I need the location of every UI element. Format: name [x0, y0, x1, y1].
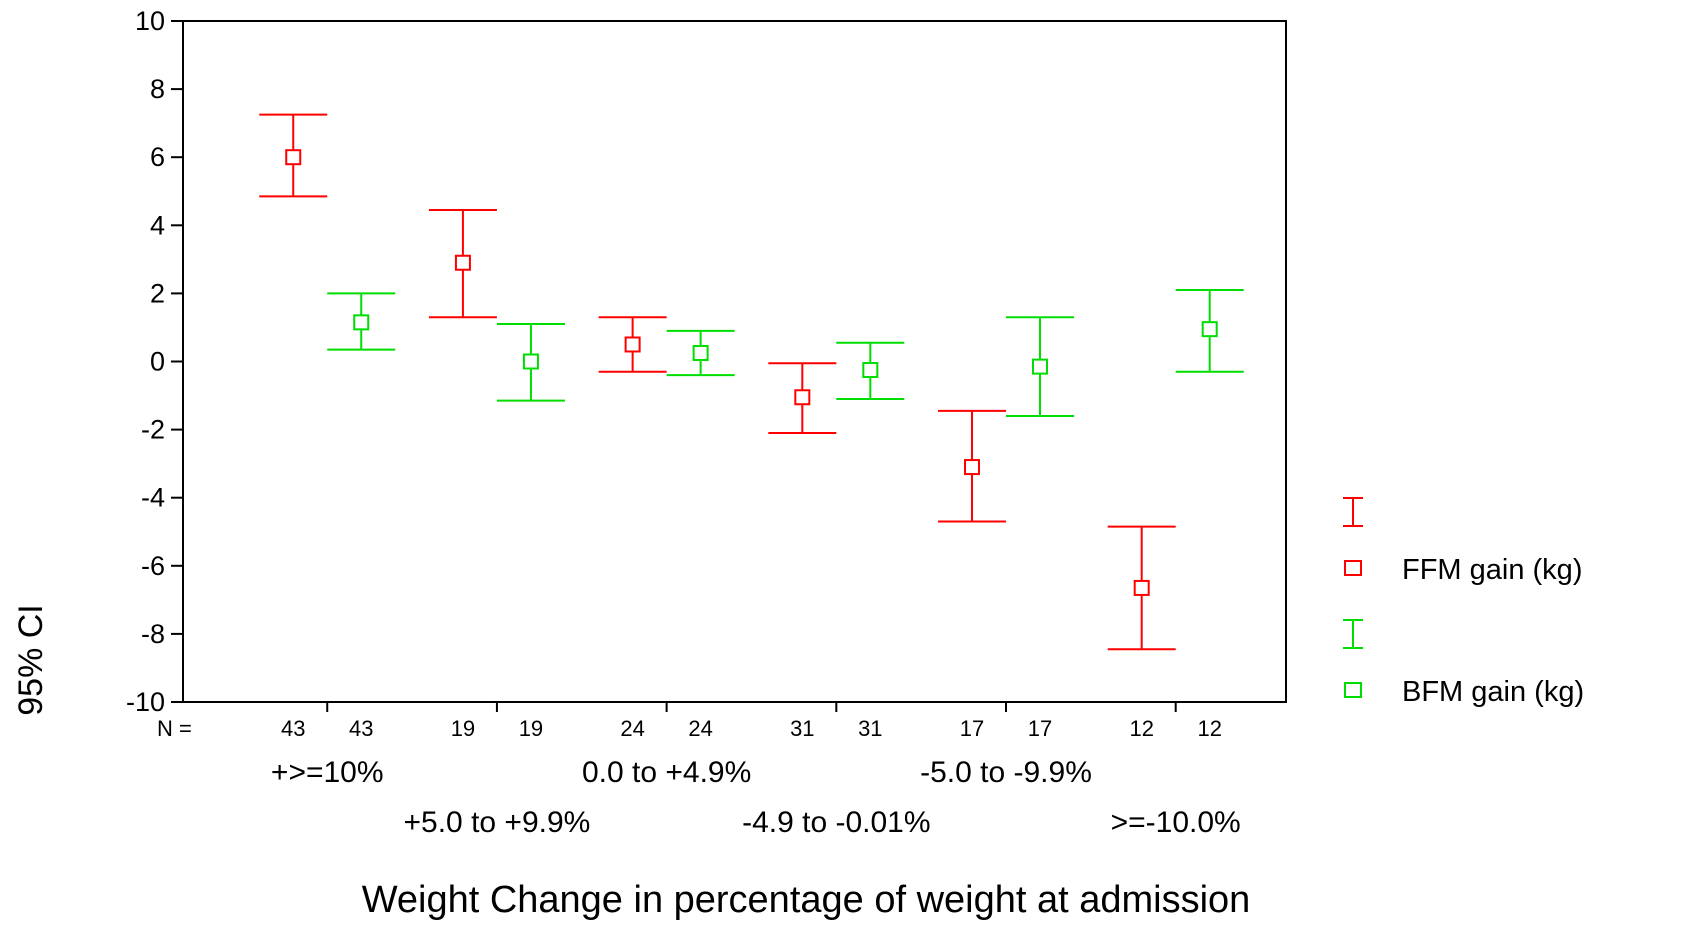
category-label: >=-10.0% — [1111, 806, 1241, 839]
category-labels: +>=10% +5.0 to +9.9% 0.0 to +4.9% -4.9 to -… — [271, 756, 1241, 839]
n-count: 17 — [960, 716, 984, 741]
mean-marker — [522, 353, 539, 370]
n-count: 43 — [349, 716, 373, 741]
mean-marker — [692, 344, 709, 361]
mean-marker — [1032, 358, 1049, 375]
x-axis — [326, 702, 1177, 712]
mean-marker — [624, 336, 641, 353]
n-count: 43 — [281, 716, 305, 741]
mean-marker — [964, 459, 981, 476]
n-count: 19 — [451, 716, 475, 741]
mean-marker — [454, 254, 471, 271]
n-count: 24 — [688, 716, 712, 741]
legend-label: BFM gain (kg) — [1402, 676, 1584, 708]
mean-marker — [285, 149, 302, 166]
y-axis-label: 95% CI — [12, 604, 50, 716]
mean-marker — [1133, 579, 1150, 596]
y-tick-label: -4 — [141, 483, 165, 513]
category-label: +>=10% — [271, 756, 384, 789]
n-count: 19 — [519, 716, 543, 741]
legend-marker — [1344, 682, 1362, 698]
n-count: 31 — [858, 716, 882, 741]
mean-marker — [862, 362, 879, 379]
category-label: +5.0 to +9.9% — [404, 806, 591, 839]
mean-marker — [353, 314, 370, 331]
y-tick-label: -2 — [141, 415, 165, 445]
n-count: 12 — [1129, 716, 1153, 741]
legend-marker — [1344, 560, 1362, 576]
category-label: -4.9 to -0.01% — [742, 806, 930, 839]
mean-marker — [1201, 321, 1218, 338]
category-label: -5.0 to -9.9% — [920, 756, 1092, 789]
y-tick-label: 8 — [150, 74, 165, 104]
category-label: 0.0 to +4.9% — [582, 756, 751, 789]
n-count: 12 — [1197, 716, 1221, 741]
legend-label: FFM gain (kg) — [1402, 554, 1582, 586]
mean-marker — [794, 389, 811, 406]
y-tick-label: -8 — [141, 619, 165, 649]
y-axis: 10 8 6 4 2 0 -2 -4 -6 -8 -10 — [126, 6, 183, 717]
y-tick-label: 2 — [150, 278, 165, 308]
n-label: N = — [157, 716, 192, 741]
y-tick-label: 10 — [135, 6, 165, 36]
y-tick-label: 0 — [150, 347, 165, 377]
y-tick-label: 6 — [150, 142, 165, 172]
legend: FFM gain (kg) BFM gain (kg) — [1343, 497, 1584, 708]
error-bars: 43 19 24 31 17 12 43 19 24 31 17 12 — [259, 113, 1244, 741]
n-count: 17 — [1028, 716, 1052, 741]
y-tick-label: -10 — [126, 687, 165, 717]
plot-frame — [182, 20, 1287, 703]
y-tick-label: -6 — [141, 551, 165, 581]
x-axis-label: Weight Change in percentage of weight at… — [362, 879, 1251, 921]
n-count: 31 — [790, 716, 814, 741]
n-count: 24 — [620, 716, 644, 741]
y-tick-label: 4 — [150, 210, 165, 240]
